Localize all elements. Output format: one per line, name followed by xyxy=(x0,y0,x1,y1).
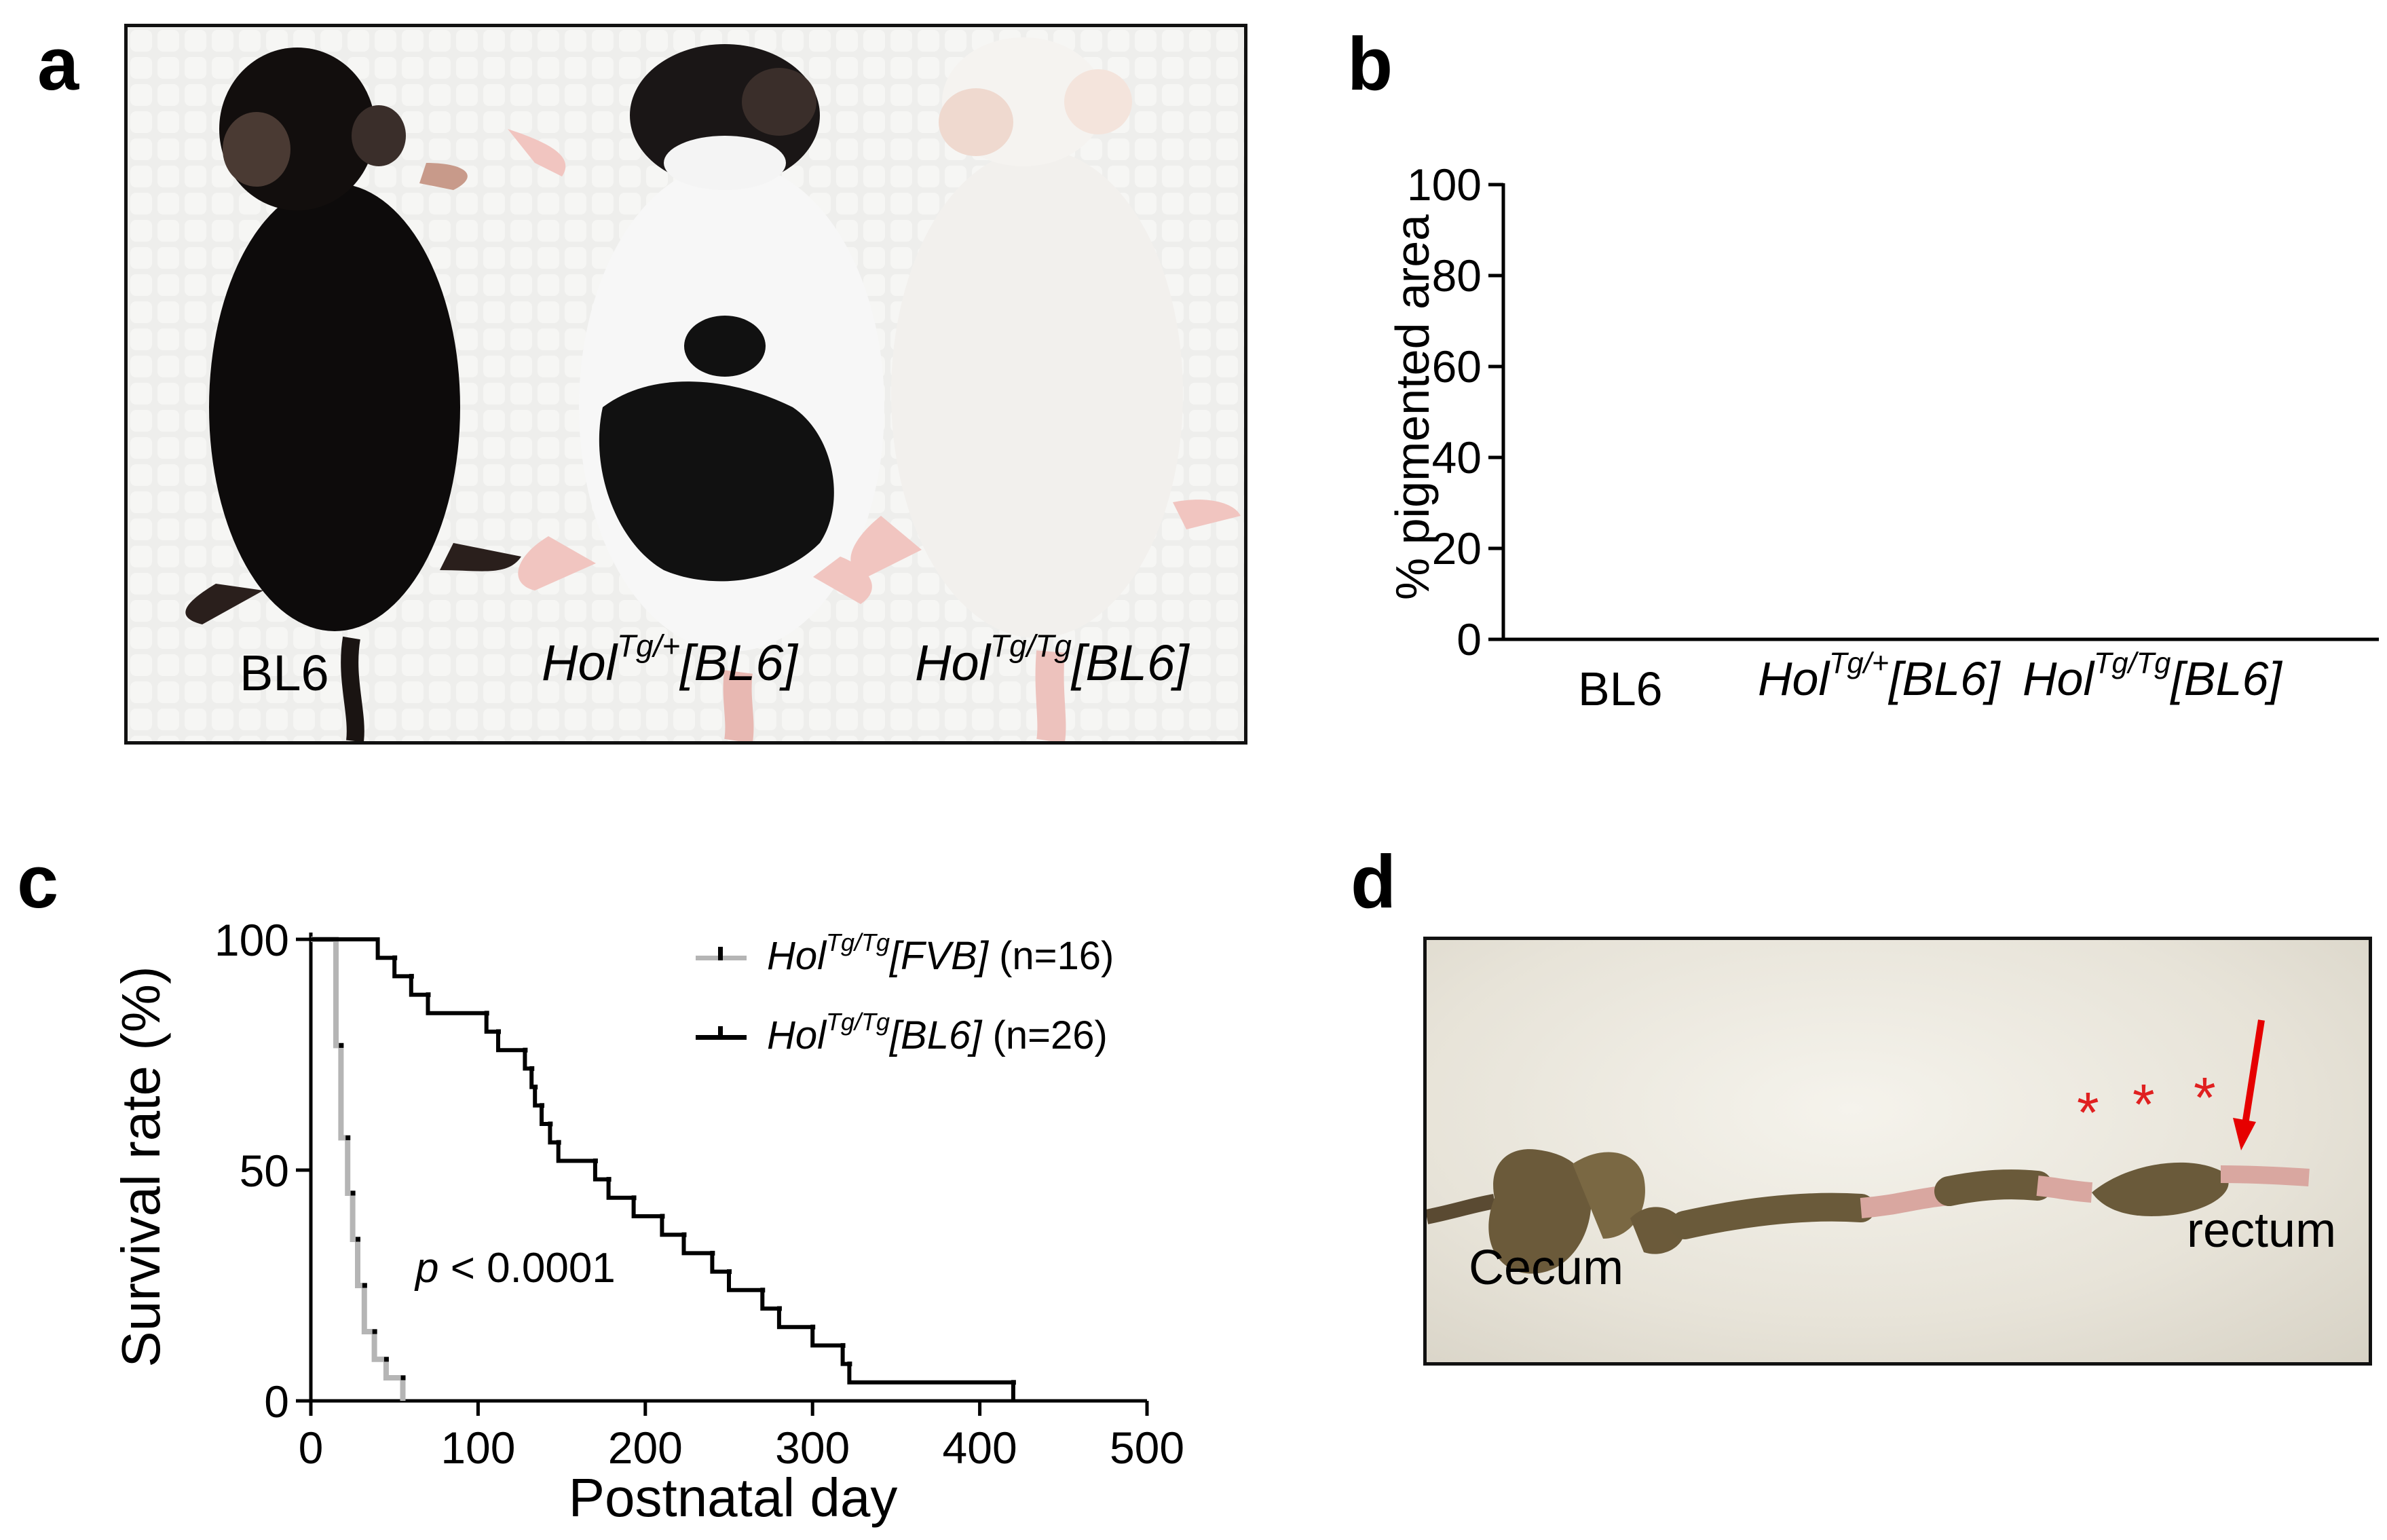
y-axis-label: % pigmented area xyxy=(1386,214,1439,600)
legend-base: Hol xyxy=(767,1013,827,1057)
label-base: Hol xyxy=(542,635,618,691)
p-value-annotation: p < 0.0001 xyxy=(414,1245,616,1292)
asterisk-3: * xyxy=(2194,1066,2216,1129)
y-tick-label: 100 xyxy=(214,915,289,965)
survival-curve xyxy=(311,937,1015,1401)
label-cecum: Cecum xyxy=(1469,1241,1624,1295)
asterisk-2: * xyxy=(2132,1072,2155,1136)
label-sup: Tg/Tg xyxy=(2094,647,2171,680)
label-suffix: [BL6] xyxy=(680,635,797,691)
panel-letter-b: b xyxy=(1347,22,1393,106)
x-tick-label: 500 xyxy=(1110,1423,1184,1473)
x-tick-label: 400 xyxy=(943,1423,1017,1473)
p-symbol: p xyxy=(414,1245,438,1292)
panel-letter-c: c xyxy=(17,840,59,924)
y-tick-label: 40 xyxy=(1432,432,1482,483)
panel-letter-a: a xyxy=(37,22,79,106)
legend-label-bl6: HolTg/Tg[BL6] (n=26) xyxy=(767,1010,1108,1057)
x-tick-label: 0 xyxy=(299,1423,324,1473)
label-suffix: [BL6] xyxy=(1889,652,2000,705)
label-sup: Tg/Tg xyxy=(990,628,1072,664)
y-axis-label: Survival rate (%) xyxy=(111,966,171,1367)
p-value-text: < 0.0001 xyxy=(438,1245,615,1292)
label-base: Hol xyxy=(2023,652,2094,705)
mouse-hol-tg-tg xyxy=(850,37,1241,741)
label-base: Hol xyxy=(915,635,991,691)
mouse-bl6 xyxy=(185,48,521,741)
x-axis-label: Postnatal day xyxy=(569,1467,898,1528)
legend-suffix: [FVB] xyxy=(889,934,988,978)
x-tick-label-hol-tg-plus: HolTg/+[BL6] xyxy=(1758,649,2000,705)
rectum-arrow-head xyxy=(2233,1118,2256,1150)
y-tick-label: 50 xyxy=(240,1146,289,1196)
x-tick-label-hol-tg-tg: HolTg/Tg[BL6] xyxy=(2023,649,2282,705)
photo-label-hol-tg-plus: HolTg/+[BL6] xyxy=(542,631,797,691)
legend-n: (n=26) xyxy=(992,1013,1108,1057)
label-sup: Tg/+ xyxy=(617,628,681,664)
label-suffix: [BL6] xyxy=(1071,635,1189,691)
label-suffix: [BL6] xyxy=(2170,652,2282,705)
y-tick-label: 80 xyxy=(1432,250,1482,301)
legend-suffix: [BL6] xyxy=(889,1013,982,1057)
survival-curve-chart: Survival rate (%) Postnatal day 0 50 100 0 1… xyxy=(111,915,1184,1528)
y-tick-label: 60 xyxy=(1432,341,1482,392)
x-tick-label: 300 xyxy=(775,1423,850,1473)
legend-sup: Tg/Tg xyxy=(826,928,890,957)
x-tick-label: 200 xyxy=(608,1423,683,1473)
legend-swatch-fvb-tick xyxy=(718,947,723,960)
photo-label-hol-tg-tg: HolTg/Tg[BL6] xyxy=(915,631,1189,691)
legend-sup: Tg/Tg xyxy=(826,1008,890,1036)
photo-label-bl6: BL6 xyxy=(240,648,329,698)
label-text: BL6 xyxy=(240,645,329,701)
x-tick-label-bl6: BL6 xyxy=(1578,665,1663,713)
mouse-coat-photo: BL6 HolTg/+[BL6] HolTg/Tg[BL6] xyxy=(124,24,1247,745)
mouse-hol-tg-plus xyxy=(508,44,884,741)
label-rectum: rectum xyxy=(2187,1203,2337,1258)
legend-n: (n=16) xyxy=(999,934,1114,978)
panel-letter-d: d xyxy=(1351,840,1397,924)
y-tick-label: 20 xyxy=(1432,523,1482,574)
asterisk-1: * xyxy=(2077,1081,2099,1144)
y-tick-label: 0 xyxy=(1456,614,1482,664)
y-tick-label: 0 xyxy=(264,1376,289,1427)
survival-curve xyxy=(311,937,406,1401)
label-text: BL6 xyxy=(1578,662,1663,715)
legend-base: Hol xyxy=(767,934,827,978)
label-base: Hol xyxy=(1758,652,1830,705)
y-tick-label: 100 xyxy=(1407,159,1482,210)
x-tick-label: 100 xyxy=(440,1423,515,1473)
intestine-photo: * * * Cecum rectum xyxy=(1423,937,2372,1366)
mouse-coat-illustration xyxy=(128,27,1244,741)
rectum-arrow-shaft xyxy=(2241,1019,2265,1129)
label-sup: Tg/+ xyxy=(1829,647,1890,680)
legend-swatch-bl6-tick xyxy=(718,1026,723,1040)
legend-label-fvb: HolTg/Tg[FVB] (n=16) xyxy=(767,931,1114,978)
intestine-illustration xyxy=(1427,1019,2310,1274)
